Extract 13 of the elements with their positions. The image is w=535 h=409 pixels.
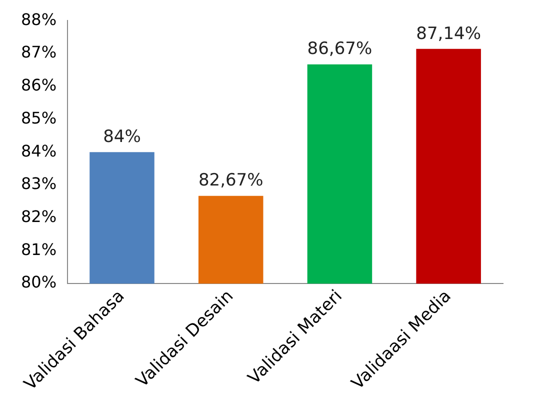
y-tick-label: 86%	[21, 76, 57, 95]
y-tick-label: 84%	[21, 141, 57, 160]
data-label: 86,67%	[307, 39, 372, 60]
y-tick-label: 87%	[21, 42, 57, 62]
data-label: 87,14%	[416, 24, 481, 44]
data-label: 84%	[103, 127, 141, 148]
y-tick-label: 81%	[21, 240, 57, 259]
y-tick-label: 83%	[21, 174, 57, 194]
y-tick-label: 82%	[21, 207, 57, 226]
y-tick-label: 85%	[21, 108, 57, 128]
y-tick-label: 88%	[21, 10, 57, 29]
y-tick-label: 80%	[21, 272, 57, 292]
data-label: 82,67%	[198, 170, 264, 191]
